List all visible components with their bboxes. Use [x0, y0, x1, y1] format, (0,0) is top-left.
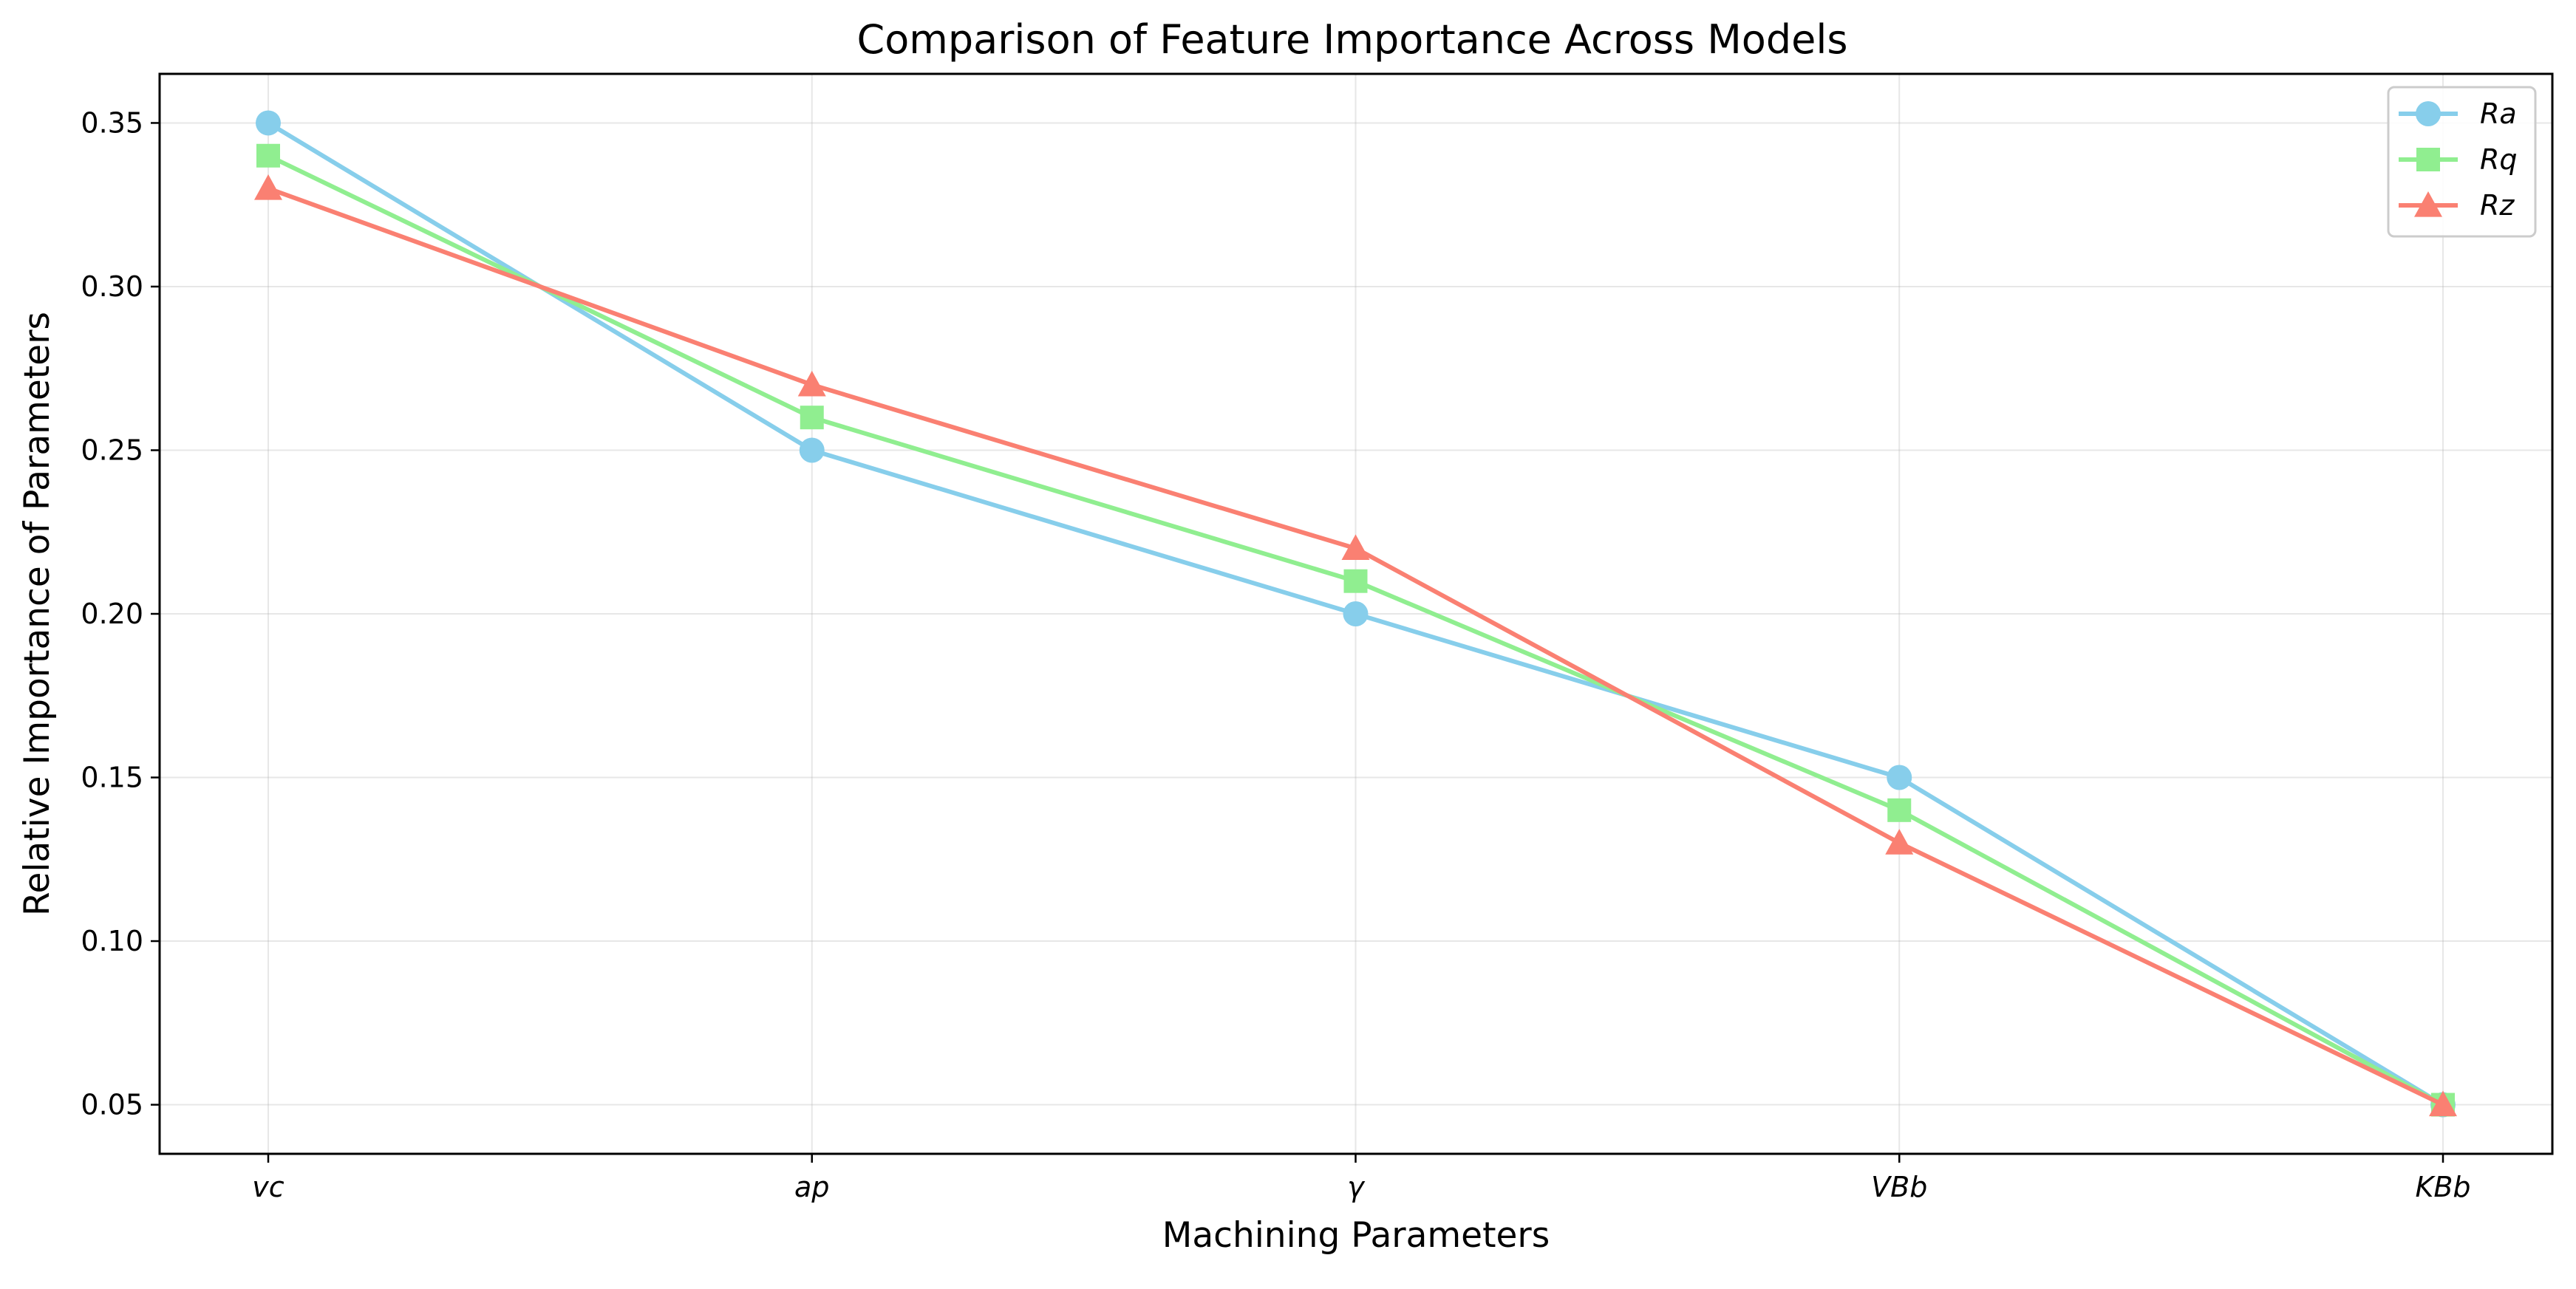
legend: Ra Rq Rz: [2387, 86, 2537, 238]
legend-marker: [2416, 148, 2440, 171]
legend-item-ra: Ra: [2399, 98, 2517, 130]
x-axis-label: Machining Parameters: [1162, 1215, 1550, 1256]
data-point-rz: [2429, 1090, 2457, 1117]
data-point-rz: [797, 370, 826, 397]
legend-item-rq: Rq: [2399, 143, 2518, 176]
x-tick-label: γ: [1347, 1171, 1366, 1203]
data-point-ra: [799, 437, 825, 463]
legend-item-rz: Rz: [2399, 189, 2515, 222]
series-layer: [254, 110, 2457, 1118]
data-point-rz: [254, 174, 282, 200]
x-tick-label: VBb: [1871, 1171, 1927, 1203]
series-rz: [254, 174, 2457, 1117]
data-point-ra: [1343, 601, 1369, 626]
y-axis: 0.05 0.10 0.15 0.20 0.25 0.30 0.35: [81, 106, 160, 1121]
y-tick-label: 0.35: [81, 106, 143, 139]
chart-title: Comparison of Feature Importance Across …: [857, 16, 1848, 63]
legend-items: Ra Rq Rz: [2399, 98, 2518, 222]
legend-label: Rz: [2480, 189, 2515, 222]
legend-label: Rq: [2480, 143, 2518, 176]
legend-marker: [2416, 101, 2441, 126]
data-point-ra: [1887, 765, 1912, 790]
x-axis: vc ap γ VBb KBb: [252, 1154, 2471, 1203]
data-point-ra: [256, 110, 281, 136]
y-axis-label: Relative Importance of Parameters: [17, 312, 58, 916]
y-tick-label: 0.30: [81, 270, 143, 303]
data-point-rq: [1343, 569, 1368, 593]
series-rq: [256, 143, 2455, 1117]
data-point-rz: [1341, 534, 1370, 560]
y-tick-label: 0.05: [81, 1089, 143, 1121]
y-tick-label: 0.10: [81, 925, 143, 957]
x-tick-label: vc: [252, 1171, 284, 1203]
y-tick-label: 0.20: [81, 598, 143, 630]
legend-label: Ra: [2480, 98, 2517, 130]
data-point-rz: [1885, 829, 1914, 855]
data-point-rq: [1887, 798, 1912, 822]
x-tick-label: ap: [794, 1171, 829, 1203]
x-tick-label: KBb: [2415, 1171, 2470, 1203]
y-tick-label: 0.25: [81, 434, 143, 466]
data-point-rq: [800, 406, 824, 430]
data-point-rq: [256, 143, 280, 168]
legend-marker: [2414, 191, 2442, 217]
y-tick-label: 0.15: [81, 762, 143, 794]
